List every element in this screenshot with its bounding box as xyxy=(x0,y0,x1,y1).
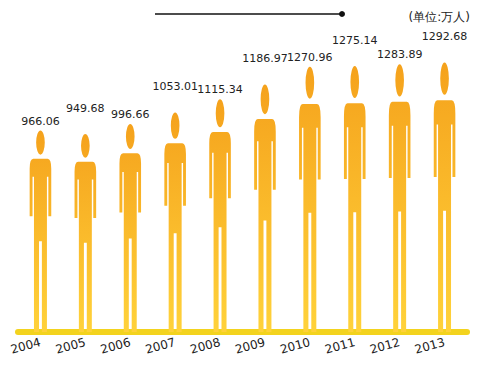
svg-text:1275.14: 1275.14 xyxy=(332,34,378,47)
svg-text:2011: 2011 xyxy=(323,335,356,356)
svg-text:2010: 2010 xyxy=(279,335,312,356)
svg-text:1186.97: 1186.97 xyxy=(242,52,288,65)
svg-text:2004: 2004 xyxy=(9,335,42,356)
svg-text:1115.34: 1115.34 xyxy=(197,83,243,96)
svg-text:2006: 2006 xyxy=(99,335,132,356)
svg-text:1283.89: 1283.89 xyxy=(377,48,423,61)
svg-text:1292.68: 1292.68 xyxy=(422,30,468,43)
svg-text:1270.96: 1270.96 xyxy=(287,51,333,64)
svg-text:949.68: 949.68 xyxy=(66,102,105,115)
svg-text:966.06: 966.06 xyxy=(21,115,60,128)
svg-text:2008: 2008 xyxy=(189,335,222,356)
svg-text:996.66: 996.66 xyxy=(111,108,150,121)
svg-text:1053.01: 1053.01 xyxy=(152,80,198,93)
svg-text:2005: 2005 xyxy=(54,335,87,356)
svg-text:2013: 2013 xyxy=(413,335,446,356)
svg-text:(单位:万人): (单位:万人) xyxy=(409,10,470,24)
svg-text:2009: 2009 xyxy=(234,335,267,356)
svg-text:2007: 2007 xyxy=(144,335,177,356)
svg-text:2012: 2012 xyxy=(368,335,401,356)
